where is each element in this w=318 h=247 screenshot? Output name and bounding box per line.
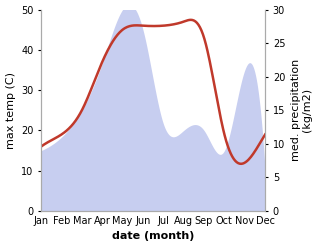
Y-axis label: med. precipitation
(kg/m2): med. precipitation (kg/m2) (291, 59, 313, 162)
X-axis label: date (month): date (month) (112, 231, 194, 242)
Y-axis label: max temp (C): max temp (C) (5, 72, 16, 149)
